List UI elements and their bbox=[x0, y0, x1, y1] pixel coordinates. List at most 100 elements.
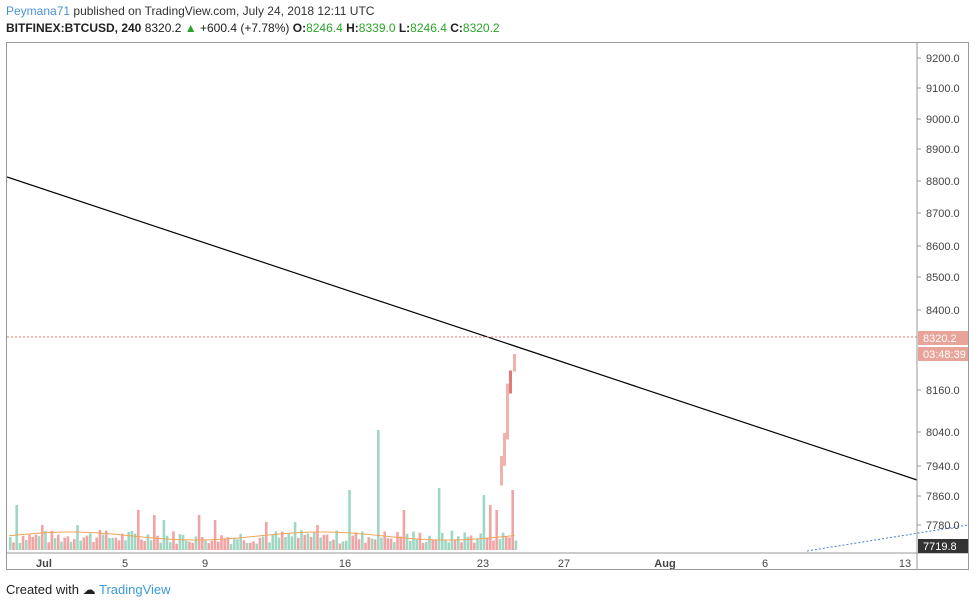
volume-bar bbox=[508, 537, 511, 550]
volume-bar bbox=[233, 537, 236, 550]
last-price: 8320.2 bbox=[144, 21, 182, 35]
chart-panel[interactable]: 9200.0 9100.0 9000.0 8900.0 8800.0 8700.0 8600… bbox=[6, 42, 969, 570]
volume-bar bbox=[15, 505, 18, 550]
volume-bar bbox=[402, 510, 406, 550]
volume-bar bbox=[34, 534, 38, 550]
volume-bar bbox=[53, 538, 57, 550]
volume-bar bbox=[409, 540, 412, 550]
volume-bar bbox=[201, 537, 204, 550]
projection-line bbox=[806, 524, 969, 552]
volume-bar bbox=[290, 536, 294, 550]
volume-bar bbox=[405, 533, 409, 550]
volume-bar bbox=[191, 542, 194, 550]
volume-bar bbox=[156, 535, 159, 550]
volume-bar bbox=[69, 541, 73, 550]
y-tick-label: 7860.0 bbox=[926, 491, 960, 503]
volume-bar bbox=[281, 531, 284, 550]
volume-bar bbox=[268, 542, 271, 550]
tradingview-logo-icon[interactable]: ☁ bbox=[82, 582, 96, 597]
volume-bar bbox=[255, 543, 258, 550]
volume-bar bbox=[133, 533, 137, 550]
trendline[interactable] bbox=[6, 176, 918, 481]
volume-bar bbox=[309, 536, 313, 550]
volume-bar bbox=[194, 536, 198, 550]
price-axis[interactable]: 9200.0 9100.0 9000.0 8900.0 8800.0 8700.0 8600… bbox=[917, 53, 960, 532]
volume-bar bbox=[511, 490, 514, 550]
volume-bar bbox=[28, 534, 31, 550]
volume-bar bbox=[242, 540, 246, 550]
volume-bar bbox=[303, 534, 306, 550]
volume-bar bbox=[306, 533, 310, 550]
volume-bar bbox=[249, 542, 252, 550]
volume-bar bbox=[412, 531, 415, 550]
volume-bar bbox=[44, 530, 47, 550]
volume-bar bbox=[223, 538, 226, 550]
volume-bar bbox=[453, 539, 457, 550]
volume-bar bbox=[89, 533, 92, 550]
x-tick-label: 9 bbox=[202, 558, 208, 569]
volume-bar bbox=[226, 537, 230, 550]
volume-bar bbox=[495, 510, 498, 550]
volume-bar bbox=[252, 541, 255, 550]
volume-bar bbox=[73, 539, 76, 550]
volume-bar bbox=[335, 530, 338, 550]
open-value: 8246.4 bbox=[306, 21, 343, 35]
volume-bar bbox=[441, 532, 444, 550]
volume-bar bbox=[165, 535, 169, 550]
volume-bar bbox=[492, 540, 495, 550]
price-label: 8320.2 bbox=[923, 333, 957, 345]
countdown-label: 03:48:39 bbox=[923, 349, 966, 361]
volume-bar bbox=[236, 539, 239, 550]
volume-bar bbox=[393, 542, 396, 550]
y-tick-label: 8600.0 bbox=[926, 241, 960, 253]
volume-bar bbox=[169, 542, 172, 550]
candle bbox=[509, 370, 512, 394]
volume-bar bbox=[361, 531, 364, 550]
x-tick-label: 6 bbox=[762, 558, 768, 569]
volume-bar bbox=[41, 525, 44, 550]
volume-bar bbox=[325, 534, 329, 550]
volume-bar bbox=[399, 536, 402, 550]
candles-group bbox=[500, 353, 516, 486]
volume-bar bbox=[204, 540, 207, 550]
volume-bar bbox=[322, 534, 326, 550]
candle bbox=[503, 432, 506, 466]
y-tick-label: 8040.0 bbox=[926, 427, 960, 439]
volume-bar bbox=[18, 542, 22, 550]
y-tick-label: 7940.0 bbox=[926, 461, 960, 473]
symbol-label: BITFINEX:BTCUSD, 240 bbox=[6, 21, 142, 35]
volume-bar bbox=[175, 543, 178, 550]
volume-bar bbox=[265, 522, 268, 550]
volume-bar bbox=[207, 543, 210, 550]
volume-bar bbox=[245, 542, 249, 550]
footer: Created with ☁ TradingView bbox=[6, 582, 171, 598]
volume-bar bbox=[482, 495, 486, 550]
volume-bar bbox=[146, 534, 150, 550]
tradingview-brand[interactable]: TradingView bbox=[99, 582, 171, 597]
volume-bar bbox=[357, 539, 361, 550]
volume-bar bbox=[12, 542, 15, 550]
volume-bar bbox=[425, 542, 428, 550]
volume-bar bbox=[258, 537, 262, 550]
volume-bar bbox=[76, 525, 79, 550]
volume-bar bbox=[463, 532, 466, 550]
volume-bar bbox=[60, 541, 63, 550]
volume-bar bbox=[287, 532, 290, 550]
time-axis[interactable]: Jul 5 9 16 23 27 Aug 6 13 bbox=[36, 558, 911, 570]
volume-bar bbox=[21, 535, 25, 550]
volume-bar bbox=[274, 531, 278, 550]
price-chart[interactable]: 9200.0 9100.0 9000.0 8900.0 8800.0 8700.0 8600… bbox=[6, 43, 969, 570]
volume-bar bbox=[101, 534, 105, 550]
volume-bar bbox=[188, 541, 191, 550]
volume-bar bbox=[37, 536, 41, 550]
y-tick-label: 8500.0 bbox=[926, 272, 960, 284]
volume-bar bbox=[418, 532, 422, 550]
volume-bar bbox=[50, 530, 54, 550]
author-link[interactable]: Peymana71 bbox=[6, 4, 71, 18]
volume-bar bbox=[277, 537, 281, 550]
volume-bar bbox=[229, 543, 233, 550]
volume-bar bbox=[124, 540, 127, 550]
x-tick-label: 27 bbox=[558, 558, 570, 569]
volume-bar bbox=[271, 534, 274, 550]
candle bbox=[513, 353, 516, 372]
